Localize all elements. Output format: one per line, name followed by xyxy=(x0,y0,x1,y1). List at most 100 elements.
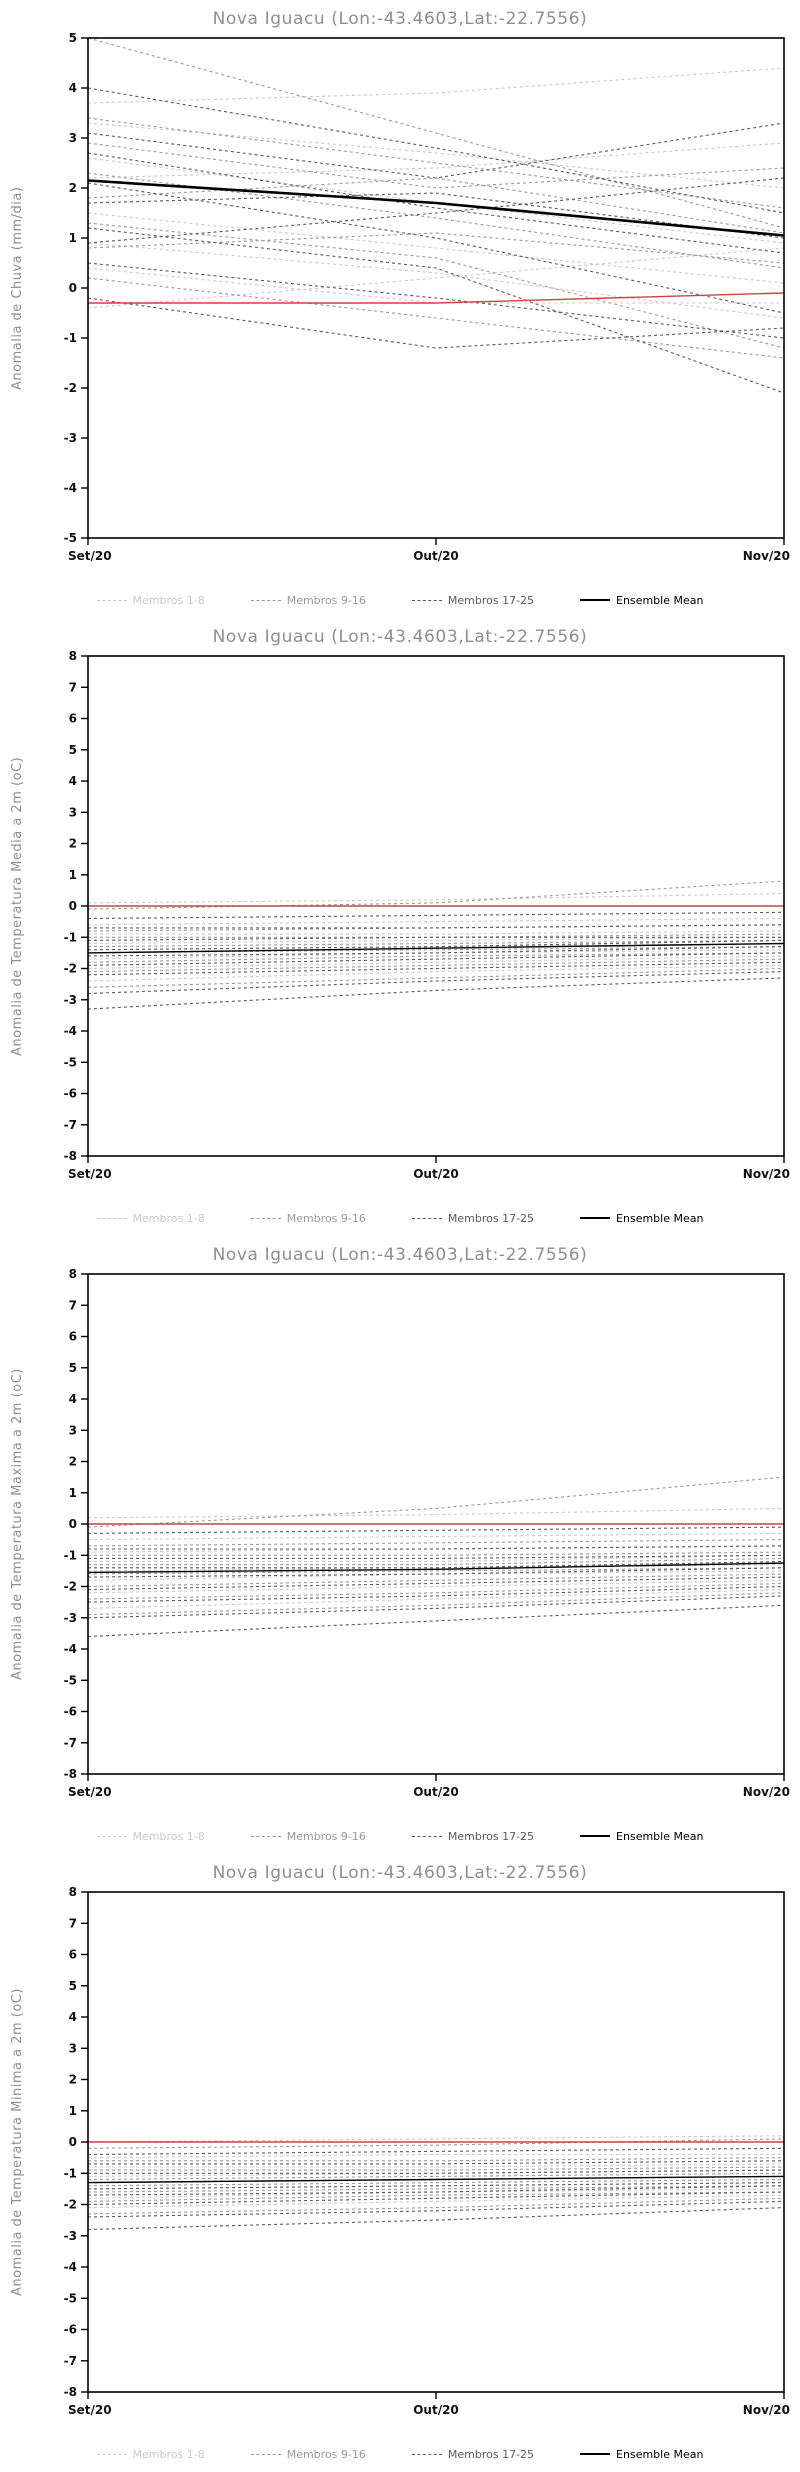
x-tick-label: Out/20 xyxy=(413,1167,459,1181)
y-tick-label: -3 xyxy=(64,2229,77,2243)
member-line xyxy=(87,222,785,349)
member-line xyxy=(87,1592,785,1616)
y-tick-label: -4 xyxy=(64,481,77,495)
member-line xyxy=(87,1570,785,1581)
member-line xyxy=(87,177,785,244)
chart-title: Nova Iguacu (Lon:-43.4603,Lat:-22.7556) xyxy=(212,1863,588,1883)
legend-item: Membros 9-16 xyxy=(250,2447,366,2461)
legend-item: Membros 9-16 xyxy=(250,1212,366,1225)
member-line xyxy=(87,2185,785,2193)
x-tick-label: Nov/20 xyxy=(743,2403,790,2417)
legend-label: Membros 1-8 xyxy=(132,1829,205,1843)
reference-line xyxy=(88,292,785,304)
y-tick-label: 3 xyxy=(69,2041,77,2055)
member-line xyxy=(88,2157,785,2162)
member-line xyxy=(87,247,785,309)
y-tick-label: 1 xyxy=(69,868,77,882)
legend-label: Membros 17-25 xyxy=(447,1829,535,1843)
member-line xyxy=(87,212,785,284)
x-tick-label: Set/20 xyxy=(68,549,112,563)
y-tick-label: -5 xyxy=(64,531,77,545)
legend-label: Membros 9-16 xyxy=(286,2447,366,2461)
member-line xyxy=(87,117,785,209)
chart-title: Nova Iguacu (Lon:-43.4603,Lat:-22.7556) xyxy=(212,627,588,647)
member-line xyxy=(87,1595,785,1619)
member-line xyxy=(87,1507,785,1519)
legend-item: Membros 17-25 xyxy=(411,1829,535,1843)
member-line xyxy=(87,182,785,314)
y-tick-label: 4 xyxy=(69,2010,77,2024)
legend-item: Membros 1-8 xyxy=(96,2448,205,2461)
legend: Membros 1-8 Membros 9-16 Membros 17-25 Ense… xyxy=(0,1824,800,1848)
y-tick-label: -6 xyxy=(64,1087,77,1101)
y-tick-label: -7 xyxy=(64,1118,77,1132)
member-line xyxy=(87,1585,785,1603)
member-line xyxy=(87,227,785,394)
y-tick-label: -1 xyxy=(64,2166,77,2180)
y-tick-label: 3 xyxy=(69,805,77,819)
legend-line-sample xyxy=(411,599,442,601)
legend-line-sample xyxy=(411,2453,442,2455)
legend-item: Membros 9-16 xyxy=(250,594,366,607)
member-line xyxy=(87,2182,785,2190)
legend-line-sample xyxy=(96,1835,127,1837)
y-tick-label: -4 xyxy=(64,1024,77,1038)
member-line xyxy=(87,1604,785,1638)
y-tick-label: 1 xyxy=(69,231,77,245)
member-line xyxy=(87,2197,785,2215)
y-tick-label: -6 xyxy=(64,1705,77,1719)
legend-label: Ensemble Mean xyxy=(616,1829,704,1843)
member-line xyxy=(87,1526,785,1534)
member-line xyxy=(87,952,785,963)
x-tick-label: Out/20 xyxy=(413,549,459,563)
y-tick-label: 6 xyxy=(69,1330,77,1344)
member-line xyxy=(87,2207,785,2231)
x-tick-label: Set/20 xyxy=(68,1785,112,1799)
y-tick-label: -7 xyxy=(64,2354,77,2368)
member-line xyxy=(87,961,785,976)
legend-line-sample xyxy=(250,1217,281,1219)
legend-label: Membros 1-8 xyxy=(132,593,205,607)
y-tick-label: 5 xyxy=(69,1979,77,1993)
legend-line-sample xyxy=(250,2453,281,2455)
y-tick-label: 0 xyxy=(69,2135,77,2149)
y-tick-label: -4 xyxy=(64,2260,77,2274)
legend-label: Membros 1-8 xyxy=(132,1211,205,1225)
plot-area: -8 -7 -6 -5 -4 -3 -2 -1 0 1 2 3 4 5 6 7 8 Set/20 Out/20 Nov… xyxy=(64,650,790,1181)
y-tick-label: -5 xyxy=(64,2291,77,2305)
legend: Membros 1-8 Membros 9-16 Membros 17-25 Ense… xyxy=(0,2442,800,2466)
x-tick-label: Out/20 xyxy=(413,1785,459,1799)
y-tick-label: -8 xyxy=(64,2385,77,2399)
chart-figure-temp-media: Nova Iguacu (Lon:-43.4603,Lat:-22.7556) … xyxy=(0,618,800,1236)
member-line xyxy=(87,67,785,104)
legend-item: Membros 1-8 xyxy=(96,593,205,607)
y-tick-label: 6 xyxy=(69,712,77,726)
x-tick-label: Nov/20 xyxy=(743,549,790,563)
legend-line-sample xyxy=(411,1835,442,1837)
chart-figure-chuva: Nova Iguacu (Lon:-43.4603,Lat:-22.7556) … xyxy=(0,0,800,618)
y-tick-label: -5 xyxy=(64,1673,77,1687)
plot-area: -8 -7 -6 -5 -4 -3 -2 -1 0 1 2 3 4 5 6 7 8 Set/20 Out/20 Nov… xyxy=(64,1886,790,2417)
y-tick-label: -6 xyxy=(64,2323,77,2337)
y-tick-label: -2 xyxy=(64,962,77,976)
legend-item: Ensemble Mean xyxy=(580,594,703,607)
member-line xyxy=(87,955,785,970)
member-line xyxy=(87,936,785,945)
legend-item: Ensemble Mean xyxy=(580,2448,703,2461)
member-line xyxy=(88,924,785,929)
chart-figure-temp-maxima: Nova Iguacu (Lon:-43.4603,Lat:-22.7556) … xyxy=(0,1236,800,1854)
member-line xyxy=(88,930,785,935)
y-tick-label: 2 xyxy=(69,837,77,851)
legend-item: Ensemble Mean xyxy=(580,1830,703,1843)
y-tick-label: 5 xyxy=(69,32,77,45)
member-line xyxy=(87,142,785,179)
ensemble-mean-line xyxy=(87,179,785,237)
member-line xyxy=(87,2147,785,2156)
y-tick-label: 1 xyxy=(69,1486,77,1500)
y-tick-label: -1 xyxy=(64,331,77,345)
legend-line-sample xyxy=(580,1835,611,1837)
y-tick-label: -2 xyxy=(64,1580,77,1594)
legend-line-sample xyxy=(96,1217,127,1219)
member-line xyxy=(88,1551,785,1556)
